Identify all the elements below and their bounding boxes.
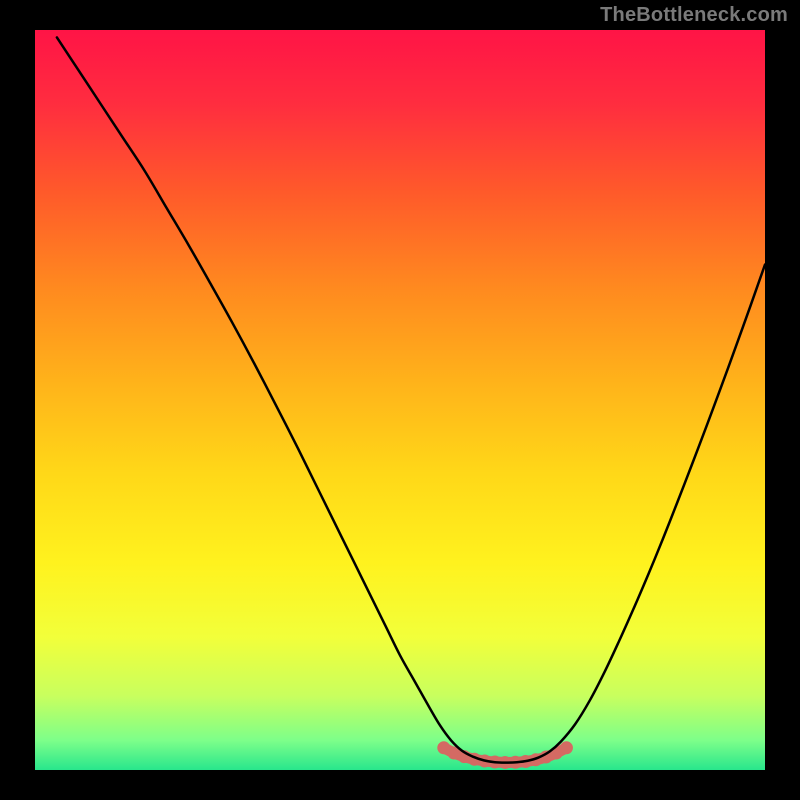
bottleneck-chart-svg [0, 0, 800, 800]
gradient-background [35, 30, 765, 770]
chart-stage: TheBottleneck.com [0, 0, 800, 800]
valley-highlight-dot [560, 741, 573, 754]
watermark-label: TheBottleneck.com [600, 4, 788, 27]
